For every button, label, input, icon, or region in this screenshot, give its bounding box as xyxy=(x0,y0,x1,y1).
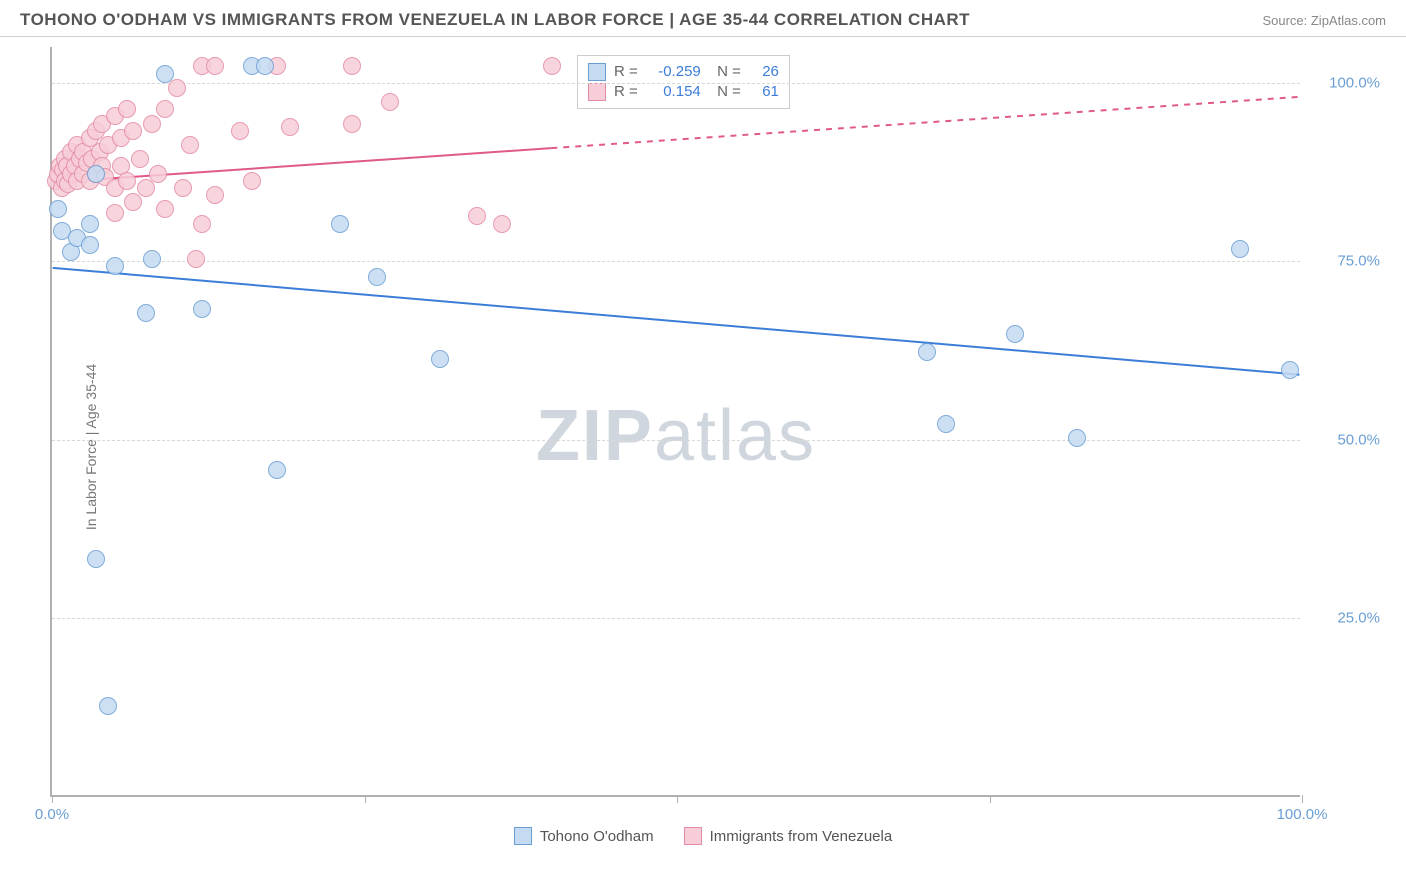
data-point-venezuela xyxy=(493,215,511,233)
stat-value-r: 0.154 xyxy=(646,83,701,100)
stat-label-n: N = xyxy=(709,63,741,80)
data-point-venezuela xyxy=(156,100,174,118)
x-tick xyxy=(1302,795,1303,803)
data-point-venezuela xyxy=(281,118,299,136)
stat-value-n: 61 xyxy=(749,83,779,100)
data-point-tohono xyxy=(49,200,67,218)
y-tick-label: 75.0% xyxy=(1310,253,1380,270)
y-tick-label: 50.0% xyxy=(1310,431,1380,448)
chart-source: Source: ZipAtlas.com xyxy=(1262,13,1386,28)
data-point-venezuela xyxy=(343,57,361,75)
data-point-venezuela xyxy=(193,215,211,233)
data-point-tohono xyxy=(918,343,936,361)
y-tick-label: 100.0% xyxy=(1310,74,1380,91)
data-point-venezuela xyxy=(118,100,136,118)
data-point-tohono xyxy=(87,165,105,183)
legend-item-tohono: Tohono O'odham xyxy=(514,827,654,845)
stats-row-venezuela: R = 0.154 N = 61 xyxy=(588,82,779,102)
correlation-stats-box: R = -0.259 N = 26 R = 0.154 N = 61 xyxy=(577,55,790,109)
data-point-venezuela xyxy=(381,93,399,111)
chart-area: In Labor Force | Age 35-44 ZIPatlas R =-… xyxy=(0,37,1406,857)
data-point-tohono xyxy=(431,350,449,368)
y-tick-label: 25.0% xyxy=(1310,610,1380,627)
data-point-venezuela xyxy=(124,193,142,211)
data-point-tohono xyxy=(1231,240,1249,258)
x-tick xyxy=(990,795,991,803)
stat-label-n: N = xyxy=(709,83,741,100)
gridline xyxy=(52,618,1300,619)
data-point-venezuela xyxy=(168,79,186,97)
data-point-tohono xyxy=(106,257,124,275)
data-point-venezuela xyxy=(156,200,174,218)
x-tick-label: 0.0% xyxy=(35,806,69,823)
data-point-venezuela xyxy=(137,179,155,197)
data-point-tohono xyxy=(81,215,99,233)
data-point-venezuela xyxy=(106,204,124,222)
data-point-tohono xyxy=(143,250,161,268)
x-tick xyxy=(365,795,366,803)
data-point-tohono xyxy=(193,300,211,318)
gridline xyxy=(52,440,1300,441)
data-point-venezuela xyxy=(174,179,192,197)
chart-title: TOHONO O'ODHAM VS IMMIGRANTS FROM VENEZU… xyxy=(20,10,970,30)
stat-label-r: R = xyxy=(614,63,638,80)
gridline xyxy=(52,261,1300,262)
data-point-venezuela xyxy=(343,115,361,133)
stat-label-r: R = xyxy=(614,83,638,100)
data-point-venezuela xyxy=(143,115,161,133)
swatch-icon xyxy=(588,63,606,81)
legend-label: Immigrants from Venezuela xyxy=(710,828,893,845)
stats-row-tohono: R = -0.259 N = 26 xyxy=(588,62,779,82)
data-point-venezuela xyxy=(118,172,136,190)
chart-header: TOHONO O'ODHAM VS IMMIGRANTS FROM VENEZU… xyxy=(0,0,1406,37)
bottom-legend: Tohono O'odham Immigrants from Venezuela xyxy=(0,827,1406,845)
x-tick xyxy=(52,795,53,803)
data-point-venezuela xyxy=(149,165,167,183)
stat-value-n: 26 xyxy=(749,63,779,80)
legend-item-venezuela: Immigrants from Venezuela xyxy=(684,827,893,845)
legend-label: Tohono O'odham xyxy=(540,828,654,845)
gridline xyxy=(52,83,1300,84)
data-point-tohono xyxy=(137,304,155,322)
data-point-tohono xyxy=(1068,429,1086,447)
data-point-tohono xyxy=(156,65,174,83)
stat-value-r: -0.259 xyxy=(646,63,701,80)
data-point-venezuela xyxy=(181,136,199,154)
data-point-tohono xyxy=(87,550,105,568)
swatch-icon xyxy=(514,827,532,845)
data-point-venezuela xyxy=(124,122,142,140)
data-point-venezuela xyxy=(206,186,224,204)
data-point-venezuela xyxy=(468,207,486,225)
data-point-venezuela xyxy=(543,57,561,75)
plot-region: ZIPatlas R = -0.259 N = 26R = 0.154 N = 61 2… xyxy=(50,47,1300,797)
data-point-tohono xyxy=(99,697,117,715)
data-point-venezuela xyxy=(187,250,205,268)
data-point-tohono xyxy=(1006,325,1024,343)
watermark: ZIPatlas xyxy=(536,395,816,477)
data-point-tohono xyxy=(268,461,286,479)
x-tick-label: 100.0% xyxy=(1277,806,1328,823)
data-point-venezuela xyxy=(131,150,149,168)
data-point-tohono xyxy=(937,415,955,433)
data-point-venezuela xyxy=(243,172,261,190)
swatch-icon xyxy=(684,827,702,845)
swatch-icon xyxy=(588,83,606,101)
data-point-tohono xyxy=(331,215,349,233)
data-point-venezuela xyxy=(206,57,224,75)
data-point-tohono xyxy=(81,236,99,254)
x-tick xyxy=(677,795,678,803)
data-point-tohono xyxy=(256,57,274,75)
data-point-tohono xyxy=(1281,361,1299,379)
data-point-tohono xyxy=(368,268,386,286)
trend-lines xyxy=(52,47,1300,795)
data-point-venezuela xyxy=(231,122,249,140)
